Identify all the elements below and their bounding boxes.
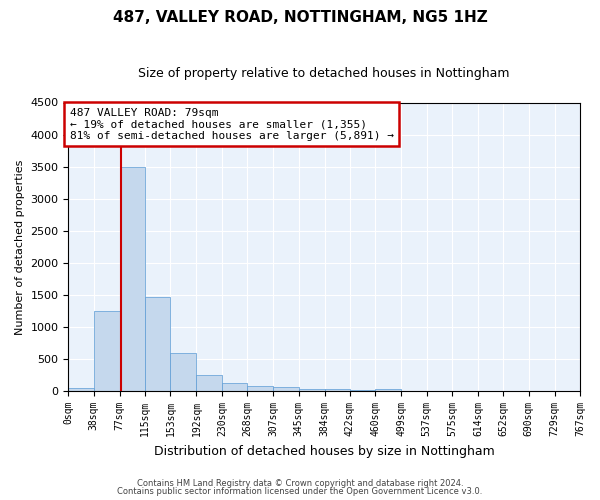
Bar	[222, 384, 247, 391]
Bar	[299, 388, 325, 391]
Bar	[94, 311, 120, 391]
X-axis label: Distribution of detached houses by size in Nottingham: Distribution of detached houses by size …	[154, 444, 494, 458]
Text: 487 VALLEY ROAD: 79sqm
← 19% of detached houses are smaller (1,355)
81% of semi-: 487 VALLEY ROAD: 79sqm ← 19% of detached…	[70, 108, 394, 141]
Bar	[68, 388, 94, 391]
Bar	[196, 374, 222, 391]
Text: Contains HM Land Registry data © Crown copyright and database right 2024.: Contains HM Land Registry data © Crown c…	[137, 478, 463, 488]
Bar	[375, 388, 401, 391]
Bar	[120, 166, 145, 391]
Bar	[247, 386, 273, 391]
Bar	[145, 296, 170, 391]
Y-axis label: Number of detached properties: Number of detached properties	[15, 159, 25, 334]
Bar	[325, 390, 350, 391]
Title: Size of property relative to detached houses in Nottingham: Size of property relative to detached ho…	[139, 68, 510, 80]
Text: Contains public sector information licensed under the Open Government Licence v3: Contains public sector information licen…	[118, 487, 482, 496]
Bar	[170, 352, 196, 391]
Text: 487, VALLEY ROAD, NOTTINGHAM, NG5 1HZ: 487, VALLEY ROAD, NOTTINGHAM, NG5 1HZ	[113, 10, 487, 25]
Bar	[350, 390, 375, 391]
Bar	[273, 388, 299, 391]
